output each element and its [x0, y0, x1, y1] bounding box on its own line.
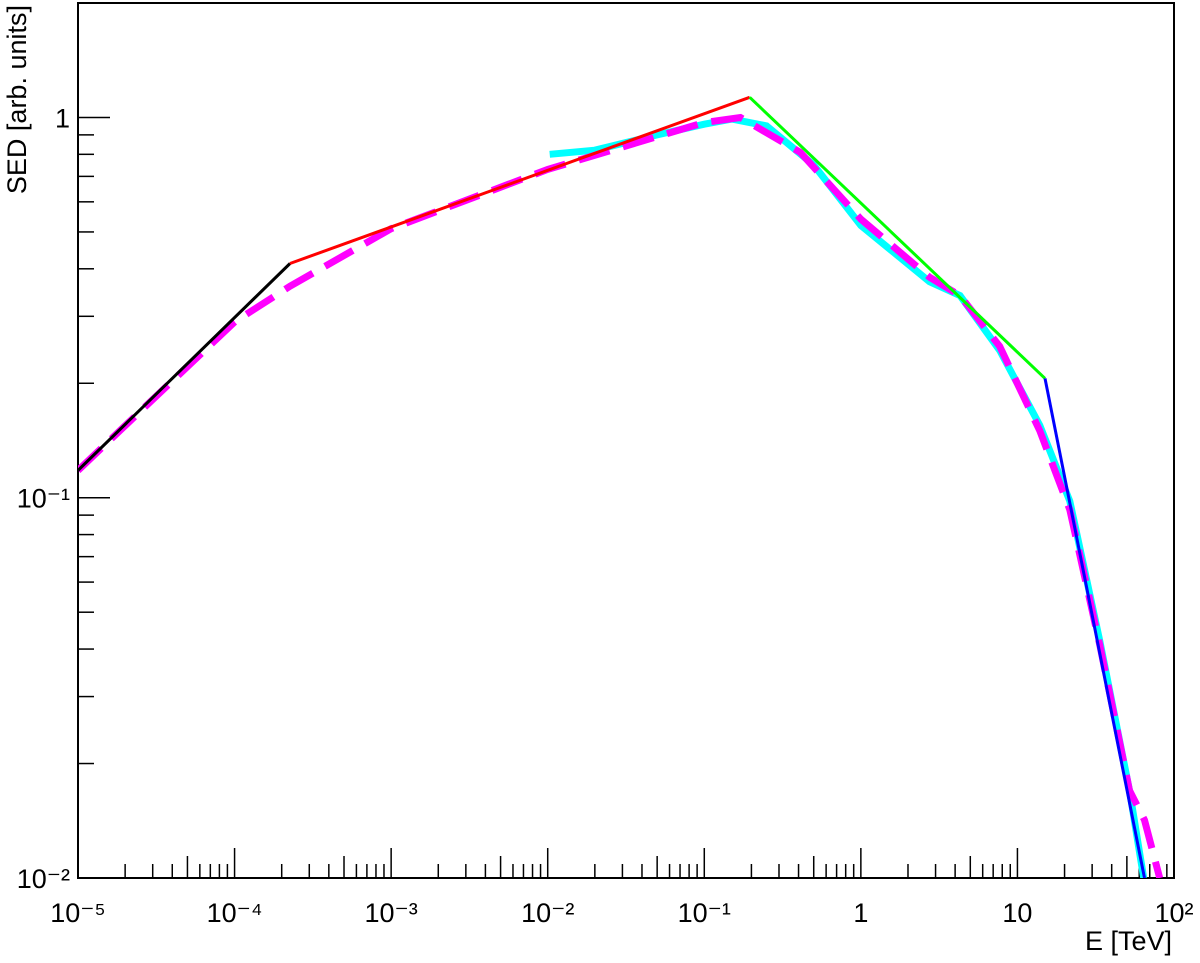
- x-tick-label: 10: [1002, 898, 1032, 928]
- x-tick-label: 10⁻⁵: [50, 898, 105, 928]
- y-tick-label: 10⁻²: [17, 864, 70, 894]
- x-tick-label: 10²: [1154, 898, 1193, 928]
- y-tick-label: 1: [55, 103, 70, 133]
- y-tick-label: 10⁻¹: [17, 484, 70, 514]
- series-line: [78, 262, 292, 472]
- x-tick-label: 10⁻³: [365, 898, 418, 928]
- series-line: [748, 96, 1047, 380]
- y-axis-label: SED [arb. units]: [2, 5, 32, 194]
- x-tick-label: 10⁻¹: [678, 898, 731, 928]
- plot-frame: [77, 2, 1175, 879]
- series-line: [289, 95, 751, 265]
- series-line: [549, 115, 1148, 878]
- x-axis-label: E [TeV]: [1085, 926, 1172, 956]
- x-tick-label: 10⁻⁴: [207, 898, 263, 928]
- x-tick-label: 1: [853, 898, 868, 928]
- series-line: [78, 113, 1164, 878]
- x-tick-label: 10⁻²: [521, 898, 574, 928]
- series-line: [1043, 378, 1146, 878]
